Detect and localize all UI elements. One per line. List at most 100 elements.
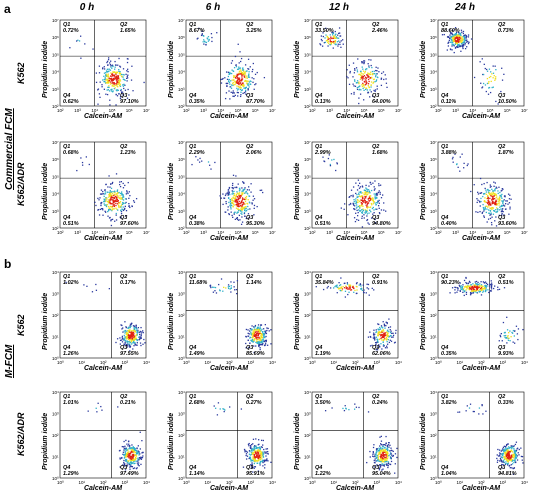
- event-dot: [129, 329, 131, 331]
- event-dot: [248, 73, 250, 75]
- event-dot: [108, 198, 110, 201]
- event-dot: [484, 284, 487, 287]
- event-dot: [363, 193, 365, 195]
- event-dot: [356, 201, 359, 203]
- y-tick-label: 10⁴: [430, 192, 437, 197]
- x-tick-label: 10⁶: [504, 230, 511, 235]
- event-dot: [482, 203, 484, 206]
- event-dot: [229, 288, 231, 290]
- quadrant-percent: 1.19%: [315, 351, 331, 357]
- event-dot: [257, 330, 259, 333]
- event-dot: [328, 154, 330, 156]
- event-dot: [507, 332, 510, 334]
- y-tick-label: 10⁴: [430, 390, 437, 395]
- y-tick-label: 10¹: [430, 335, 437, 340]
- event-dot: [81, 161, 84, 164]
- event-dot: [330, 36, 332, 38]
- event-dot: [122, 451, 125, 453]
- event-dot: [335, 36, 338, 38]
- event-dot: [372, 197, 374, 199]
- x-tick-label: 10⁴: [469, 230, 476, 235]
- event-dot: [118, 206, 120, 209]
- event-dot: [123, 330, 125, 332]
- event-dot: [484, 197, 486, 199]
- event-dot: [376, 70, 378, 72]
- event-dot: [501, 79, 504, 81]
- quadrant-percent: 2.06%: [246, 150, 262, 156]
- event-dot: [369, 209, 371, 212]
- event-dot: [259, 332, 261, 335]
- event-dot: [247, 205, 249, 208]
- event-dot: [124, 339, 126, 342]
- y-tick-label: 10¹: [178, 335, 185, 340]
- event-dot: [499, 206, 501, 208]
- event-dot: [345, 286, 347, 288]
- event-dot: [372, 81, 375, 83]
- quadrant-name: Q3: [120, 465, 128, 471]
- event-dot: [243, 84, 245, 86]
- event-dot: [462, 32, 465, 35]
- event-dot: [216, 32, 218, 34]
- event-dot: [352, 83, 354, 85]
- event-dot: [493, 194, 496, 196]
- event-dot: [119, 343, 121, 345]
- event-dot: [492, 65, 494, 67]
- event-dots: [324, 403, 398, 474]
- event-dot: [506, 460, 509, 462]
- event-dot: [487, 82, 490, 84]
- event-dot: [122, 76, 124, 78]
- event-dot: [128, 452, 131, 455]
- event-dot: [114, 83, 116, 85]
- event-dot: [262, 465, 264, 467]
- event-dot: [358, 191, 360, 193]
- event-dot: [382, 459, 384, 461]
- event-dot: [126, 463, 128, 465]
- event-dot: [458, 411, 461, 413]
- event-dot: [450, 37, 452, 39]
- event-dot: [456, 45, 459, 47]
- event-dot: [327, 36, 329, 39]
- event-dot: [255, 447, 258, 449]
- event-dot: [504, 454, 507, 456]
- event-dot: [199, 157, 201, 160]
- event-dot: [245, 217, 248, 220]
- event-dot: [229, 86, 231, 88]
- event-dot: [227, 286, 230, 288]
- event-dot: [131, 444, 133, 446]
- event-dot: [385, 442, 387, 445]
- event-dot: [463, 279, 466, 282]
- event-dot: [226, 85, 228, 87]
- event-dot: [375, 329, 377, 331]
- quadrant-percent: 2.29%: [189, 150, 205, 156]
- event-dot: [368, 72, 370, 75]
- event-dot: [228, 78, 231, 81]
- event-dot: [484, 290, 487, 292]
- event-dot: [232, 205, 234, 207]
- event-dot: [479, 283, 481, 285]
- event-dot: [477, 199, 479, 201]
- event-dot: [241, 79, 243, 81]
- event-dot: [338, 27, 341, 29]
- event-dot: [122, 331, 124, 333]
- event-dot: [479, 210, 481, 213]
- event-dot: [133, 462, 135, 465]
- event-dot: [228, 81, 231, 83]
- event-dot: [354, 68, 356, 70]
- event-dot: [483, 288, 486, 290]
- event-dot: [132, 348, 134, 350]
- event-dot: [241, 89, 243, 91]
- event-dot: [460, 29, 463, 31]
- event-dot: [485, 282, 488, 285]
- event-dot: [123, 440, 125, 443]
- quadrant-percent: 95.04%: [372, 471, 391, 477]
- event-dot: [254, 466, 256, 468]
- event-dot: [115, 199, 117, 201]
- event-dot: [512, 454, 514, 457]
- event-dot: [128, 343, 130, 345]
- event-dot: [103, 72, 106, 74]
- event-dot: [132, 455, 135, 457]
- event-dot: [459, 282, 461, 284]
- event-dot: [386, 340, 388, 343]
- event-dot: [514, 460, 516, 462]
